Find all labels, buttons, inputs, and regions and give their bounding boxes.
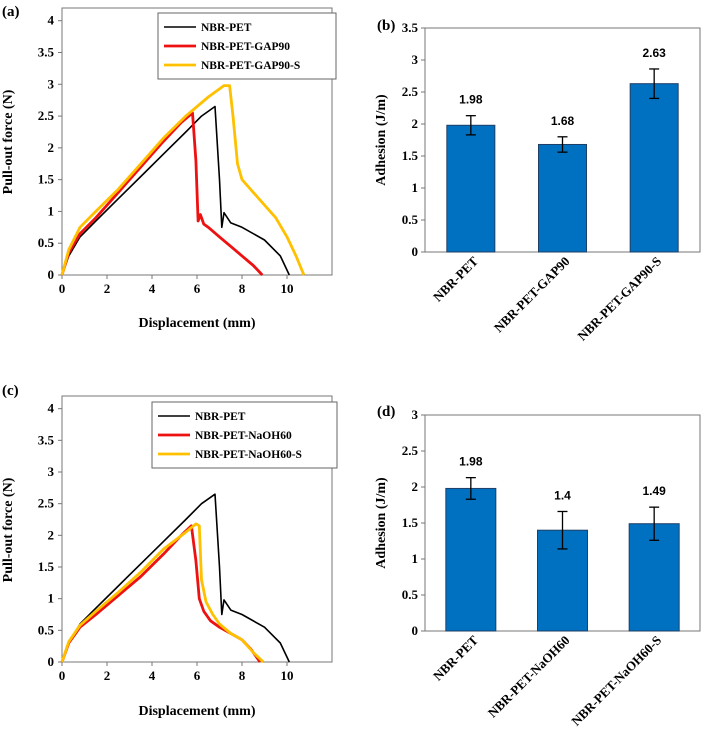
series-line-1 <box>61 105 291 276</box>
y-tick-label: 3.5 <box>38 432 55 447</box>
bar-3 <box>628 523 680 632</box>
panel-b: (b) 0 0.5 1 1.5 2 2.5 3 3.5 1.98 NBR-PET 1.68 NBR-PE… <box>374 18 701 344</box>
y-tick-label: 3.5 <box>38 45 55 60</box>
y-tick-label: 3 <box>412 407 419 422</box>
y-tick-label: 2 <box>48 527 55 542</box>
x-tick-label: 8 <box>239 668 246 683</box>
y-tick-label: 1.5 <box>38 559 55 574</box>
y-tick-label: 0 <box>412 244 419 259</box>
legend-label-1: NBR-PET <box>195 411 246 423</box>
y-tick-label: 4 <box>48 13 55 28</box>
y-tick-label: 0.5 <box>38 235 55 250</box>
y-tick-label: 2 <box>412 116 419 131</box>
y-tick-label: 0.5 <box>402 587 419 602</box>
y-tick-label: 0.5 <box>38 622 55 637</box>
panel-label: (d) <box>377 404 395 420</box>
x-tick-label: 0 <box>59 281 66 296</box>
x-tick-label: 2 <box>104 281 111 296</box>
y-axis-label: Pull-out force (N) <box>1 89 16 194</box>
bar-2 <box>538 143 587 253</box>
y-tick-label: 1.5 <box>402 515 419 530</box>
y-axis-label: Adhesion (J/m) <box>374 94 389 186</box>
y-tick-label: 3 <box>48 464 55 479</box>
legend-label-2: NBR-PET-NaOH60 <box>195 430 292 442</box>
series-line-2 <box>60 111 264 276</box>
x-tick-label: 4 <box>149 281 156 296</box>
legend-label-3: NBR-PET-GAP90-S <box>201 60 300 72</box>
category-label-1: NBR-PET <box>430 632 481 683</box>
y-tick-label: 1 <box>48 591 55 606</box>
x-axis-label: Displacement (mm) <box>138 704 255 719</box>
y-tick-label: 1 <box>48 203 55 218</box>
panel-label: (a) <box>2 4 20 20</box>
legend: NBR-PET NBR-PET-GAP90 NBR-PET-GAP90-S <box>157 12 337 80</box>
bar-1 <box>445 487 497 632</box>
x-tick-label: 4 <box>149 668 156 683</box>
panel-label: (b) <box>377 18 395 34</box>
y-tick-label: 1.5 <box>402 148 419 163</box>
category-label-3: NBR-PET-GAP90-S <box>574 254 664 344</box>
y-tick-label: 2.5 <box>38 496 55 511</box>
panel-label: (c) <box>2 383 19 399</box>
panel-d: (d) 0 0.5 1 1.5 2 2.5 3 1.98 NBR-PET 1.4 NBR-PET-Na… <box>374 404 701 729</box>
y-tick-label: 3.5 <box>402 20 419 35</box>
series-line-3 <box>60 84 306 276</box>
y-tick-label: 2.5 <box>402 84 419 99</box>
y-tick-label: 0.5 <box>402 212 419 227</box>
data-label-2: 1.4 <box>554 488 571 502</box>
series-line-3 <box>60 522 265 664</box>
x-tick-label: 6 <box>194 281 201 296</box>
y-tick-label: 1 <box>412 180 419 195</box>
data-label-1: 1.98 <box>459 93 483 107</box>
legend-label-2: NBR-PET-GAP90 <box>201 41 290 53</box>
data-label-1: 1.98 <box>459 455 483 469</box>
y-tick-label: 0 <box>48 654 55 669</box>
series-line-2 <box>60 524 262 663</box>
x-tick-label: 10 <box>281 668 294 683</box>
y-tick-label: 2.5 <box>38 108 55 123</box>
data-label-3: 1.49 <box>642 484 666 498</box>
y-axis-label: Pull-out force (N) <box>1 477 16 582</box>
panel-a: (a)00.511.522.533.540 2 4 6 8 10NBR-PETNBR-PE… <box>1 4 337 331</box>
category-label-1: NBR-PET <box>430 253 481 304</box>
x-axis-label: Displacement (mm) <box>138 316 255 331</box>
data-label-2: 1.68 <box>551 114 575 128</box>
y-tick-label: 0 <box>48 267 55 282</box>
panel-c: (c)00.511.522.533.540 2 4 6 8 10NBR-PETNBR-PE… <box>1 383 338 719</box>
y-tick-label: 3 <box>48 76 55 91</box>
y-tick-label: 2.5 <box>402 443 419 458</box>
category-label-2: NBR-PET-NaOH60 <box>485 633 573 721</box>
y-tick-label: 4 <box>48 401 55 416</box>
series-line-1 <box>61 493 291 663</box>
category-label-2: NBR-PET-GAP90 <box>491 254 573 336</box>
y-tick-label: 3 <box>412 52 419 67</box>
category-label-3: NBR-PET-NaOH60-S <box>568 633 664 729</box>
x-tick-label: 8 <box>239 281 246 296</box>
x-tick-label: 0 <box>59 668 66 683</box>
legend-label-3: NBR-PET-NaOH60-S <box>195 449 302 461</box>
x-tick-label: 6 <box>194 668 201 683</box>
x-tick-label: 10 <box>281 281 294 296</box>
y-tick-label: 1 <box>412 551 419 566</box>
data-label-3: 2.63 <box>642 46 666 60</box>
legend-label-1: NBR-PET <box>201 22 252 34</box>
bar-3 <box>629 83 679 253</box>
y-tick-label: 2 <box>48 140 55 155</box>
bar-1 <box>446 124 496 253</box>
x-tick-label: 2 <box>104 668 111 683</box>
y-axis-label: Adhesion (J/m) <box>374 477 389 569</box>
y-tick-label: 1.5 <box>38 172 55 187</box>
y-tick-label: 2 <box>412 479 419 494</box>
legend: NBR-PET NBR-PET-NaOH60 NBR-PET-NaOH60-S <box>151 401 338 469</box>
y-tick-label: 0 <box>412 623 419 638</box>
